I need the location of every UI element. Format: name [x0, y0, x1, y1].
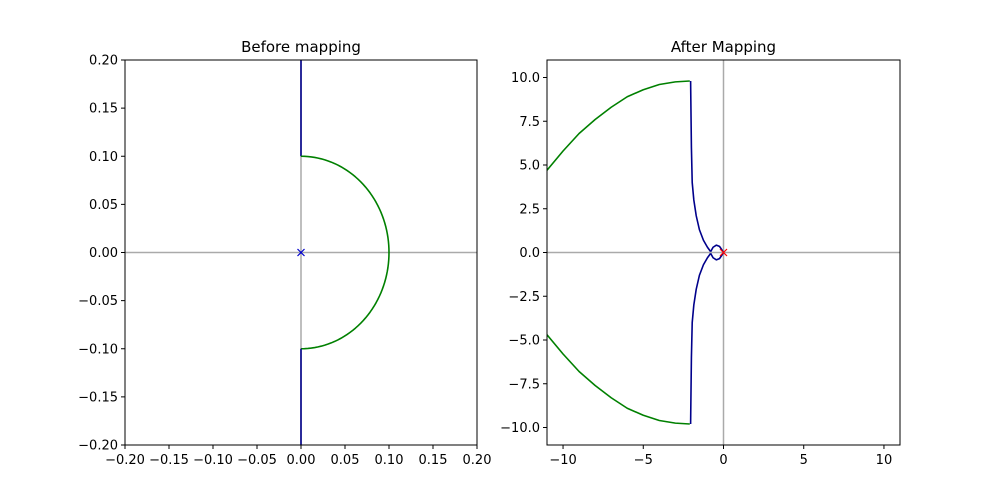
y-tick-label: −0.10: [78, 342, 118, 357]
y-tick-label: 0.20: [89, 54, 118, 69]
y-tick-label: 0.05: [89, 198, 118, 213]
series-line-1: [689, 80, 712, 253]
before-mapping-plot: −0.20 −0.15 −0.10 −0.05 0.00 0.05 0.10 0.15 0.20…: [78, 38, 491, 468]
x-tick-label: −0.20: [105, 453, 145, 468]
series-line-4: [547, 334, 690, 425]
x-tick-label: −10: [549, 453, 576, 468]
x-tick-label: 0.20: [463, 453, 492, 468]
series-line-3: [689, 252, 712, 425]
y-tick-label: −0.15: [78, 390, 118, 405]
series-line-1: [300, 155, 390, 350]
x-tick-label: −0.05: [237, 453, 277, 468]
y-tick-label: −2.5: [508, 290, 540, 305]
x-tick-label: −0.10: [193, 453, 233, 468]
x-tick-label: 5: [800, 453, 808, 468]
x-marker: [719, 248, 728, 257]
y-tick-label: 2.5: [519, 202, 540, 217]
chart-title: Before mapping: [241, 38, 361, 56]
y-tick-label: 7.5: [519, 115, 540, 130]
x-tick-label: 0: [719, 453, 727, 468]
y-tick-label: 10.0: [511, 71, 540, 86]
x-tick-label: 10: [876, 453, 893, 468]
x-tick-label: −0.15: [149, 453, 189, 468]
y-tick-label: −7.5: [508, 377, 540, 392]
x-tick-label: 0.10: [375, 453, 404, 468]
y-tick-label: −0.05: [78, 294, 118, 309]
y-tick-label: −10.0: [500, 421, 540, 436]
y-tick-label: −0.20: [78, 439, 118, 454]
x-tick-label: 0.00: [287, 453, 316, 468]
after-mapping-plot: −10 −5 0 5 10 −10.0 −7.5 −5.0 −2.5 0.0 2.5 5.0 7.5 10…: [500, 38, 901, 468]
y-tick-label: 0.0: [519, 246, 540, 261]
x-tick-label: 0.15: [419, 453, 448, 468]
y-tick-label: 5.0: [519, 159, 540, 174]
x-marker: [297, 248, 305, 257]
series-line-0: [547, 80, 690, 171]
y-tick-label: 0.10: [89, 150, 118, 165]
chart-title: After Mapping: [671, 38, 776, 56]
y-tick-label: 0.15: [89, 102, 118, 117]
y-tick-label: −5.0: [508, 334, 540, 349]
x-tick-label: 0.05: [331, 453, 360, 468]
y-tick-label: 0.00: [89, 246, 118, 261]
x-tick-label: −5: [634, 453, 653, 468]
